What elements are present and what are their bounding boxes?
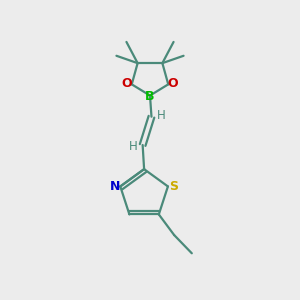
Text: S: S [169, 180, 178, 193]
Text: N: N [110, 180, 120, 193]
Text: O: O [122, 77, 132, 90]
Text: B: B [145, 90, 155, 103]
Text: H: H [129, 140, 138, 153]
Text: O: O [168, 77, 178, 90]
Text: H: H [157, 109, 165, 122]
